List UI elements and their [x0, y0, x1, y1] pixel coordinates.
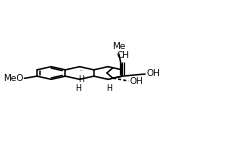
- Text: H: H: [76, 84, 81, 93]
- Text: MeO: MeO: [3, 74, 23, 83]
- Text: H: H: [106, 84, 112, 93]
- Text: ·: ·: [108, 77, 110, 83]
- Text: OH: OH: [130, 77, 144, 86]
- Text: Me: Me: [112, 42, 126, 51]
- Text: ·: ·: [77, 77, 80, 83]
- Text: ·: ·: [80, 68, 82, 74]
- Text: H: H: [78, 75, 84, 84]
- Text: CH: CH: [117, 51, 130, 60]
- Text: OH: OH: [146, 69, 160, 79]
